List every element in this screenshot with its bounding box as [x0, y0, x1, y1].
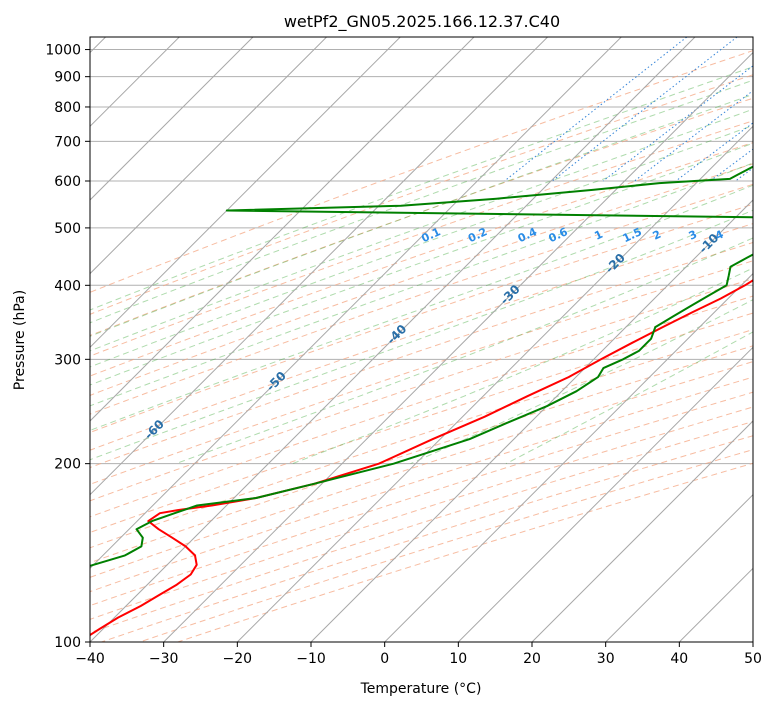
y-tick-label: 800: [54, 100, 81, 116]
dry-adiabat-line: [90, 183, 753, 415]
moist-adiabat-line: [90, 66, 753, 311]
x-tick-label: 50: [744, 651, 762, 667]
moist-adiabat-line: [292, 267, 753, 465]
mixing-ratio-line: [551, 37, 738, 182]
plot-area: 0.10.20.40.611.52346810131620253036-100-…: [90, 37, 753, 642]
x-tick-label: −30: [149, 651, 179, 667]
y-tick-label: 100: [54, 635, 81, 651]
dry-adiabat-line: [90, 97, 753, 337]
x-tick-label: 40: [670, 651, 688, 667]
mixing-ratio-line: [634, 90, 753, 182]
y-tick-label: 300: [54, 352, 81, 368]
y-tick-label: 700: [54, 134, 81, 150]
isotherm-line: [604, 493, 753, 642]
moist-adiabat-line: [90, 79, 753, 324]
moist-adiabat-line: [90, 142, 753, 386]
isotherm-line: [90, 37, 696, 642]
mixing-ratio-line: [675, 122, 753, 182]
isotherm-line: [383, 272, 753, 642]
isotherm-line: [90, 37, 623, 570]
isotherm-line: [90, 37, 328, 275]
x-tick-label: 30: [597, 651, 615, 667]
y-axis-label: Pressure (hPa): [12, 290, 28, 390]
y-tick-label: 600: [54, 174, 81, 190]
dry-adiabat-line: [90, 278, 753, 502]
dry-adiabat-line: [90, 203, 753, 433]
isotherm-line: [236, 125, 753, 642]
dry-adiabat-line: [90, 74, 753, 315]
dry-adiabat-line: [90, 391, 753, 607]
x-tick-label: −40: [75, 651, 105, 667]
x-tick-label: 10: [449, 651, 467, 667]
x-tick-label: 20: [523, 651, 541, 667]
plot-frame: [89, 36, 754, 643]
dry-adiabat-line: [90, 295, 753, 518]
moist-adiabat-line: [90, 162, 753, 407]
mixing-ratio-lines: [504, 37, 753, 182]
grid-layer: [90, 49, 753, 642]
isotherms: [90, 37, 753, 642]
moist-adiabats: [90, 66, 753, 465]
y-tick-label: 1000: [45, 43, 81, 59]
isotherm-line: [90, 37, 475, 422]
y-tick-label: 400: [54, 278, 81, 294]
y-tick-label: 500: [54, 221, 81, 237]
temperature-profile-line: [90, 279, 753, 637]
x-tick-label: −10: [296, 651, 326, 667]
isotherm-line: [457, 346, 753, 642]
isotherm-line: [90, 37, 549, 496]
isotherm-line: [310, 199, 753, 642]
x-tick-label: 0: [380, 651, 389, 667]
moist-adiabat-line: [90, 124, 753, 368]
chart-title: wetPf2_GN05.2025.166.12.37.C40: [284, 12, 560, 32]
x-axis-label: Temperature (°C): [360, 681, 482, 697]
x-tick-label: −20: [223, 651, 253, 667]
isotherm-line: [90, 37, 254, 201]
y-axis: 1000 900 800 700 600 500 400 300 200 100: [45, 43, 90, 651]
moist-adiabat-line: [175, 237, 753, 465]
moist-adiabat-line: [90, 184, 753, 431]
dry-adiabat-line: [90, 329, 753, 549]
isotherm-line: [531, 420, 753, 642]
dry-adiabat-line: [90, 241, 753, 469]
moist-adiabat-line: [90, 108, 753, 352]
y-tick-label: 900: [54, 70, 81, 86]
moist-adiabat-line: [90, 209, 753, 461]
y-tick-label: 200: [54, 457, 81, 473]
x-axis: −40 −30 −20 −10 0 10 20 30 40 50: [75, 642, 762, 667]
dewpoint-profile-line: [90, 165, 753, 567]
profiles: [90, 165, 753, 637]
isotherm-line: [162, 51, 753, 642]
dry-adiabat-line: [90, 50, 753, 293]
